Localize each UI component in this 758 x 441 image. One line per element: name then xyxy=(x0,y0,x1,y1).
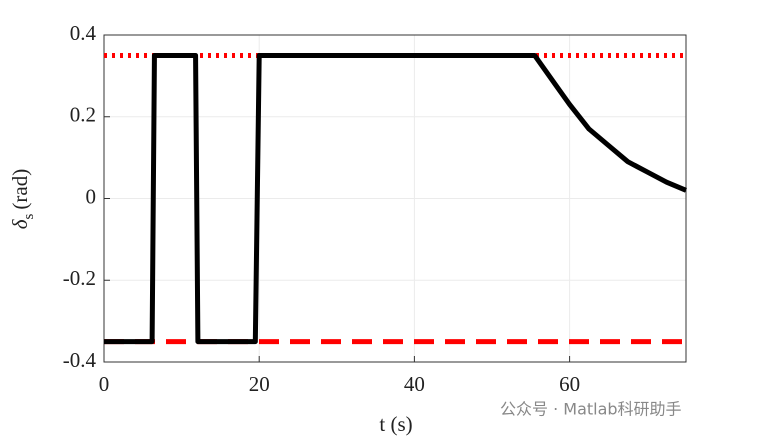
x-axis-label: t (s) xyxy=(379,412,412,436)
y-label-subscript: s xyxy=(21,213,37,219)
y-tick-label: 0.2 xyxy=(70,103,96,127)
y-tick-label: -0.2 xyxy=(63,266,96,290)
y-tick-label: 0 xyxy=(86,184,97,208)
y-tick-label: 0.4 xyxy=(70,21,97,45)
data-line xyxy=(104,52,687,345)
y-label-unit: (rad) xyxy=(8,169,32,210)
x-tick-label: 40 xyxy=(404,372,425,396)
plot-frame xyxy=(103,34,687,363)
y-axis-label: δs (rad) xyxy=(8,169,38,229)
x-tick-label: 60 xyxy=(559,372,580,396)
watermark: 公众号 · Matlab科研助手 xyxy=(500,400,682,419)
y-tick-label: -0.4 xyxy=(63,348,97,372)
x-tick-label: 0 xyxy=(99,372,110,396)
y-label-symbol: δ xyxy=(8,218,32,229)
x-tick-label: 20 xyxy=(249,372,270,396)
